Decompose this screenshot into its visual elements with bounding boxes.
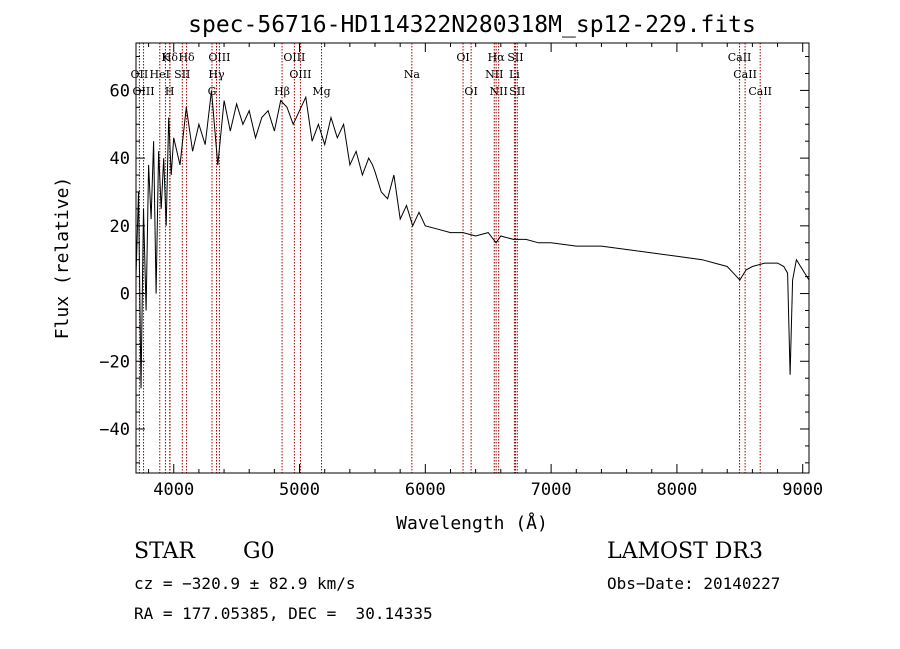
- plot-frame: [135, 42, 810, 474]
- object-subclass: G0: [243, 539, 275, 564]
- object-class: STAR: [134, 539, 195, 564]
- marker-label: Hδ: [178, 51, 195, 64]
- marker-label: NII: [490, 85, 508, 98]
- marker-label: OIII: [208, 51, 230, 64]
- x-tick-label: 8000: [656, 480, 697, 500]
- marker-label: CaII: [748, 85, 772, 98]
- marker-label: OII: [131, 68, 149, 81]
- spectral-line-markers: [138, 43, 761, 473]
- marker-label: NII: [485, 68, 503, 81]
- marker-label: CaII: [728, 51, 752, 64]
- marker-label: Li: [509, 68, 520, 81]
- y-axis-ticks: −40 −20 0 20 40 60: [99, 56, 809, 464]
- marker-label: SII: [507, 51, 523, 64]
- marker-label: SII: [509, 85, 525, 98]
- y-tick-label: 40: [110, 149, 130, 169]
- y-tick-label: 60: [110, 81, 130, 101]
- marker-label: Hγ: [208, 68, 225, 81]
- marker-label: HeI: [150, 68, 170, 81]
- marker-label: Hδ: [162, 51, 179, 64]
- marker-label: OIII: [289, 68, 311, 81]
- y-axis-label: Flux (relative): [52, 177, 73, 340]
- marker-label: Hβ: [274, 85, 290, 98]
- marker-label: OI: [464, 85, 477, 98]
- marker-label: CaII: [733, 68, 757, 81]
- x-tick-label: 4000: [153, 480, 194, 500]
- y-tick-label: 20: [110, 217, 130, 237]
- marker-label: H: [165, 85, 175, 98]
- spectrum-line: [135, 90, 810, 389]
- marker-label: K: [161, 51, 170, 64]
- observation-date: Obs−Date: 20140227: [607, 574, 781, 593]
- marker-label: OIII: [283, 51, 305, 64]
- x-axis-label: Wavelength (Å): [396, 512, 548, 534]
- x-tick-label: 6000: [405, 480, 446, 500]
- y-tick-label: −20: [99, 352, 130, 372]
- survey-name: LAMOST DR3: [607, 539, 763, 564]
- chart-title: spec-56716-HD114322N280318M_sp12-229.fit…: [188, 12, 756, 38]
- x-tick-label: 7000: [531, 480, 572, 500]
- y-tick-label: 0: [120, 285, 130, 305]
- marker-label: OI: [456, 51, 469, 64]
- y-tick-label: −40: [99, 420, 130, 440]
- marker-label: Mg: [312, 85, 330, 98]
- marker-label: Hα: [488, 51, 506, 64]
- marker-label: Na: [404, 68, 421, 81]
- coordinates: RA = 177.05385, DEC = 30.14335: [134, 604, 433, 623]
- marker-label: OIII: [133, 85, 155, 98]
- x-axis-ticks: 4000 5000 6000 7000 8000 9000: [148, 43, 823, 500]
- redshift-velocity: cz = −320.9 ± 82.9 km/s: [134, 574, 356, 593]
- x-tick-label: 5000: [279, 480, 320, 500]
- marker-label: SII: [174, 68, 190, 81]
- x-tick-label: 9000: [782, 480, 823, 500]
